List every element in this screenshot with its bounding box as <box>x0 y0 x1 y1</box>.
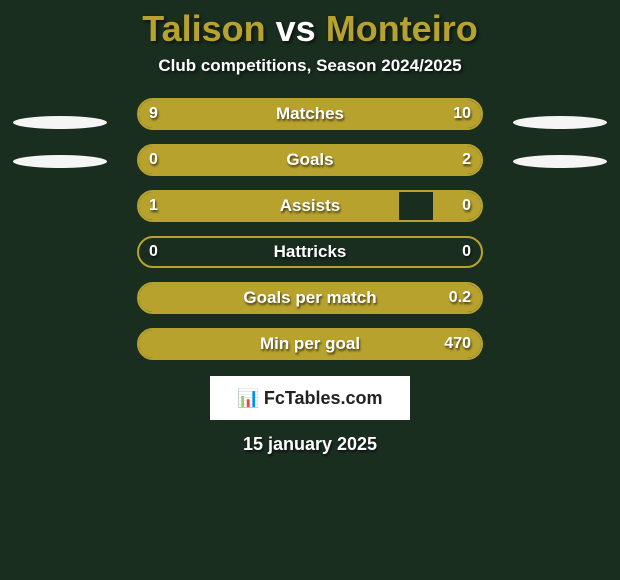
stat-label: Assists <box>139 192 481 220</box>
brand-badge: 📊 FcTables.com <box>210 376 410 420</box>
stat-row: 00Hattricks <box>137 236 483 268</box>
stat-row: 910Matches <box>137 98 483 130</box>
stat-row: 02Goals <box>137 144 483 176</box>
stat-label: Goals per match <box>139 284 481 312</box>
brand-text: FcTables.com <box>264 388 383 409</box>
stat-label: Min per goal <box>139 330 481 358</box>
page-title: Talison vs Monteiro <box>142 8 477 50</box>
team-logo-icon <box>13 116 107 129</box>
player2-logos <box>510 116 610 168</box>
stat-row: 470Min per goal <box>137 328 483 360</box>
team-logo-icon <box>513 155 607 168</box>
stat-row: 0.2Goals per match <box>137 282 483 314</box>
chart-icon: 📊 <box>237 388 259 409</box>
comparison-infographic: Talison vs Monteiro Club competitions, S… <box>0 0 620 580</box>
stat-bars: 910Matches 02Goals 10Assists 00Hattricks 0.2… <box>137 98 483 360</box>
player2-name: Monteiro <box>326 8 478 49</box>
stat-row: 10Assists <box>137 190 483 222</box>
team-logo-icon <box>513 116 607 129</box>
team-logo-icon <box>13 155 107 168</box>
subtitle: Club competitions, Season 2024/2025 <box>158 56 461 76</box>
chart-wrap: 910Matches 02Goals 10Assists 00Hattricks 0.2… <box>0 98 620 360</box>
stat-label: Matches <box>139 100 481 128</box>
date-label: 15 january 2025 <box>243 434 377 455</box>
player1-logos <box>10 116 110 168</box>
stat-label: Goals <box>139 146 481 174</box>
player1-name: Talison <box>142 8 265 49</box>
stat-label: Hattricks <box>139 238 481 266</box>
vs-label: vs <box>276 8 316 49</box>
